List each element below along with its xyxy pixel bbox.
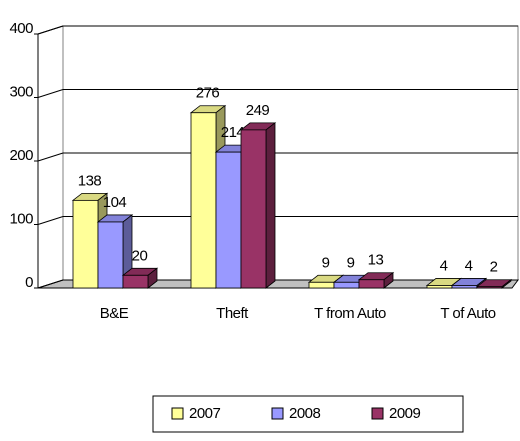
grid-diagonal — [37, 152, 64, 162]
bar — [72, 199, 99, 289]
legend-label: 2007 — [189, 405, 221, 422]
grid-diagonal — [37, 279, 64, 289]
legend-label: 2009 — [389, 405, 421, 422]
y-tick-label: 100 — [9, 210, 33, 227]
data-label: 20 — [132, 247, 148, 264]
data-label: 9 — [347, 254, 355, 271]
bar — [190, 112, 217, 289]
legend-box — [152, 395, 464, 433]
data-label: 104 — [103, 194, 127, 211]
data-label: 2 — [490, 259, 498, 276]
grid-diagonal — [37, 89, 64, 98]
legend-swatch — [371, 407, 384, 420]
legend-swatch — [271, 407, 284, 420]
legend-swatch — [171, 407, 184, 420]
data-label: 13 — [368, 252, 384, 269]
bar — [426, 285, 453, 289]
bar — [308, 281, 335, 289]
bar — [358, 279, 385, 289]
y-tick-label: 400 — [9, 20, 33, 37]
y-tick-label: 200 — [9, 147, 33, 164]
bar-side — [265, 122, 276, 289]
bar — [476, 286, 503, 289]
legend: 2007 2008 2009 — [152, 395, 464, 433]
bar — [333, 281, 360, 289]
data-label: 276 — [196, 85, 220, 102]
legend-label: 2008 — [289, 405, 321, 422]
data-label: 9 — [322, 254, 330, 271]
bar — [122, 274, 149, 289]
grid-diagonal — [37, 25, 64, 35]
grid-diagonal — [37, 216, 64, 225]
data-label: 4 — [465, 257, 473, 274]
y-tick-label: 300 — [9, 83, 33, 100]
data-label: 214 — [221, 124, 245, 141]
bar — [451, 285, 478, 289]
y-tick-label: 0 — [25, 274, 33, 291]
data-label: 138 — [78, 172, 102, 189]
x-tick-label: Theft — [216, 305, 249, 322]
bar — [240, 129, 267, 289]
x-tick-label: B&E — [100, 305, 129, 322]
data-label: 4 — [440, 257, 448, 274]
data-label: 249 — [246, 102, 270, 119]
x-tick-label: T from Auto — [314, 305, 386, 322]
bar — [97, 221, 124, 289]
bar — [215, 151, 242, 289]
x-tick-label: T of Auto — [440, 305, 495, 322]
